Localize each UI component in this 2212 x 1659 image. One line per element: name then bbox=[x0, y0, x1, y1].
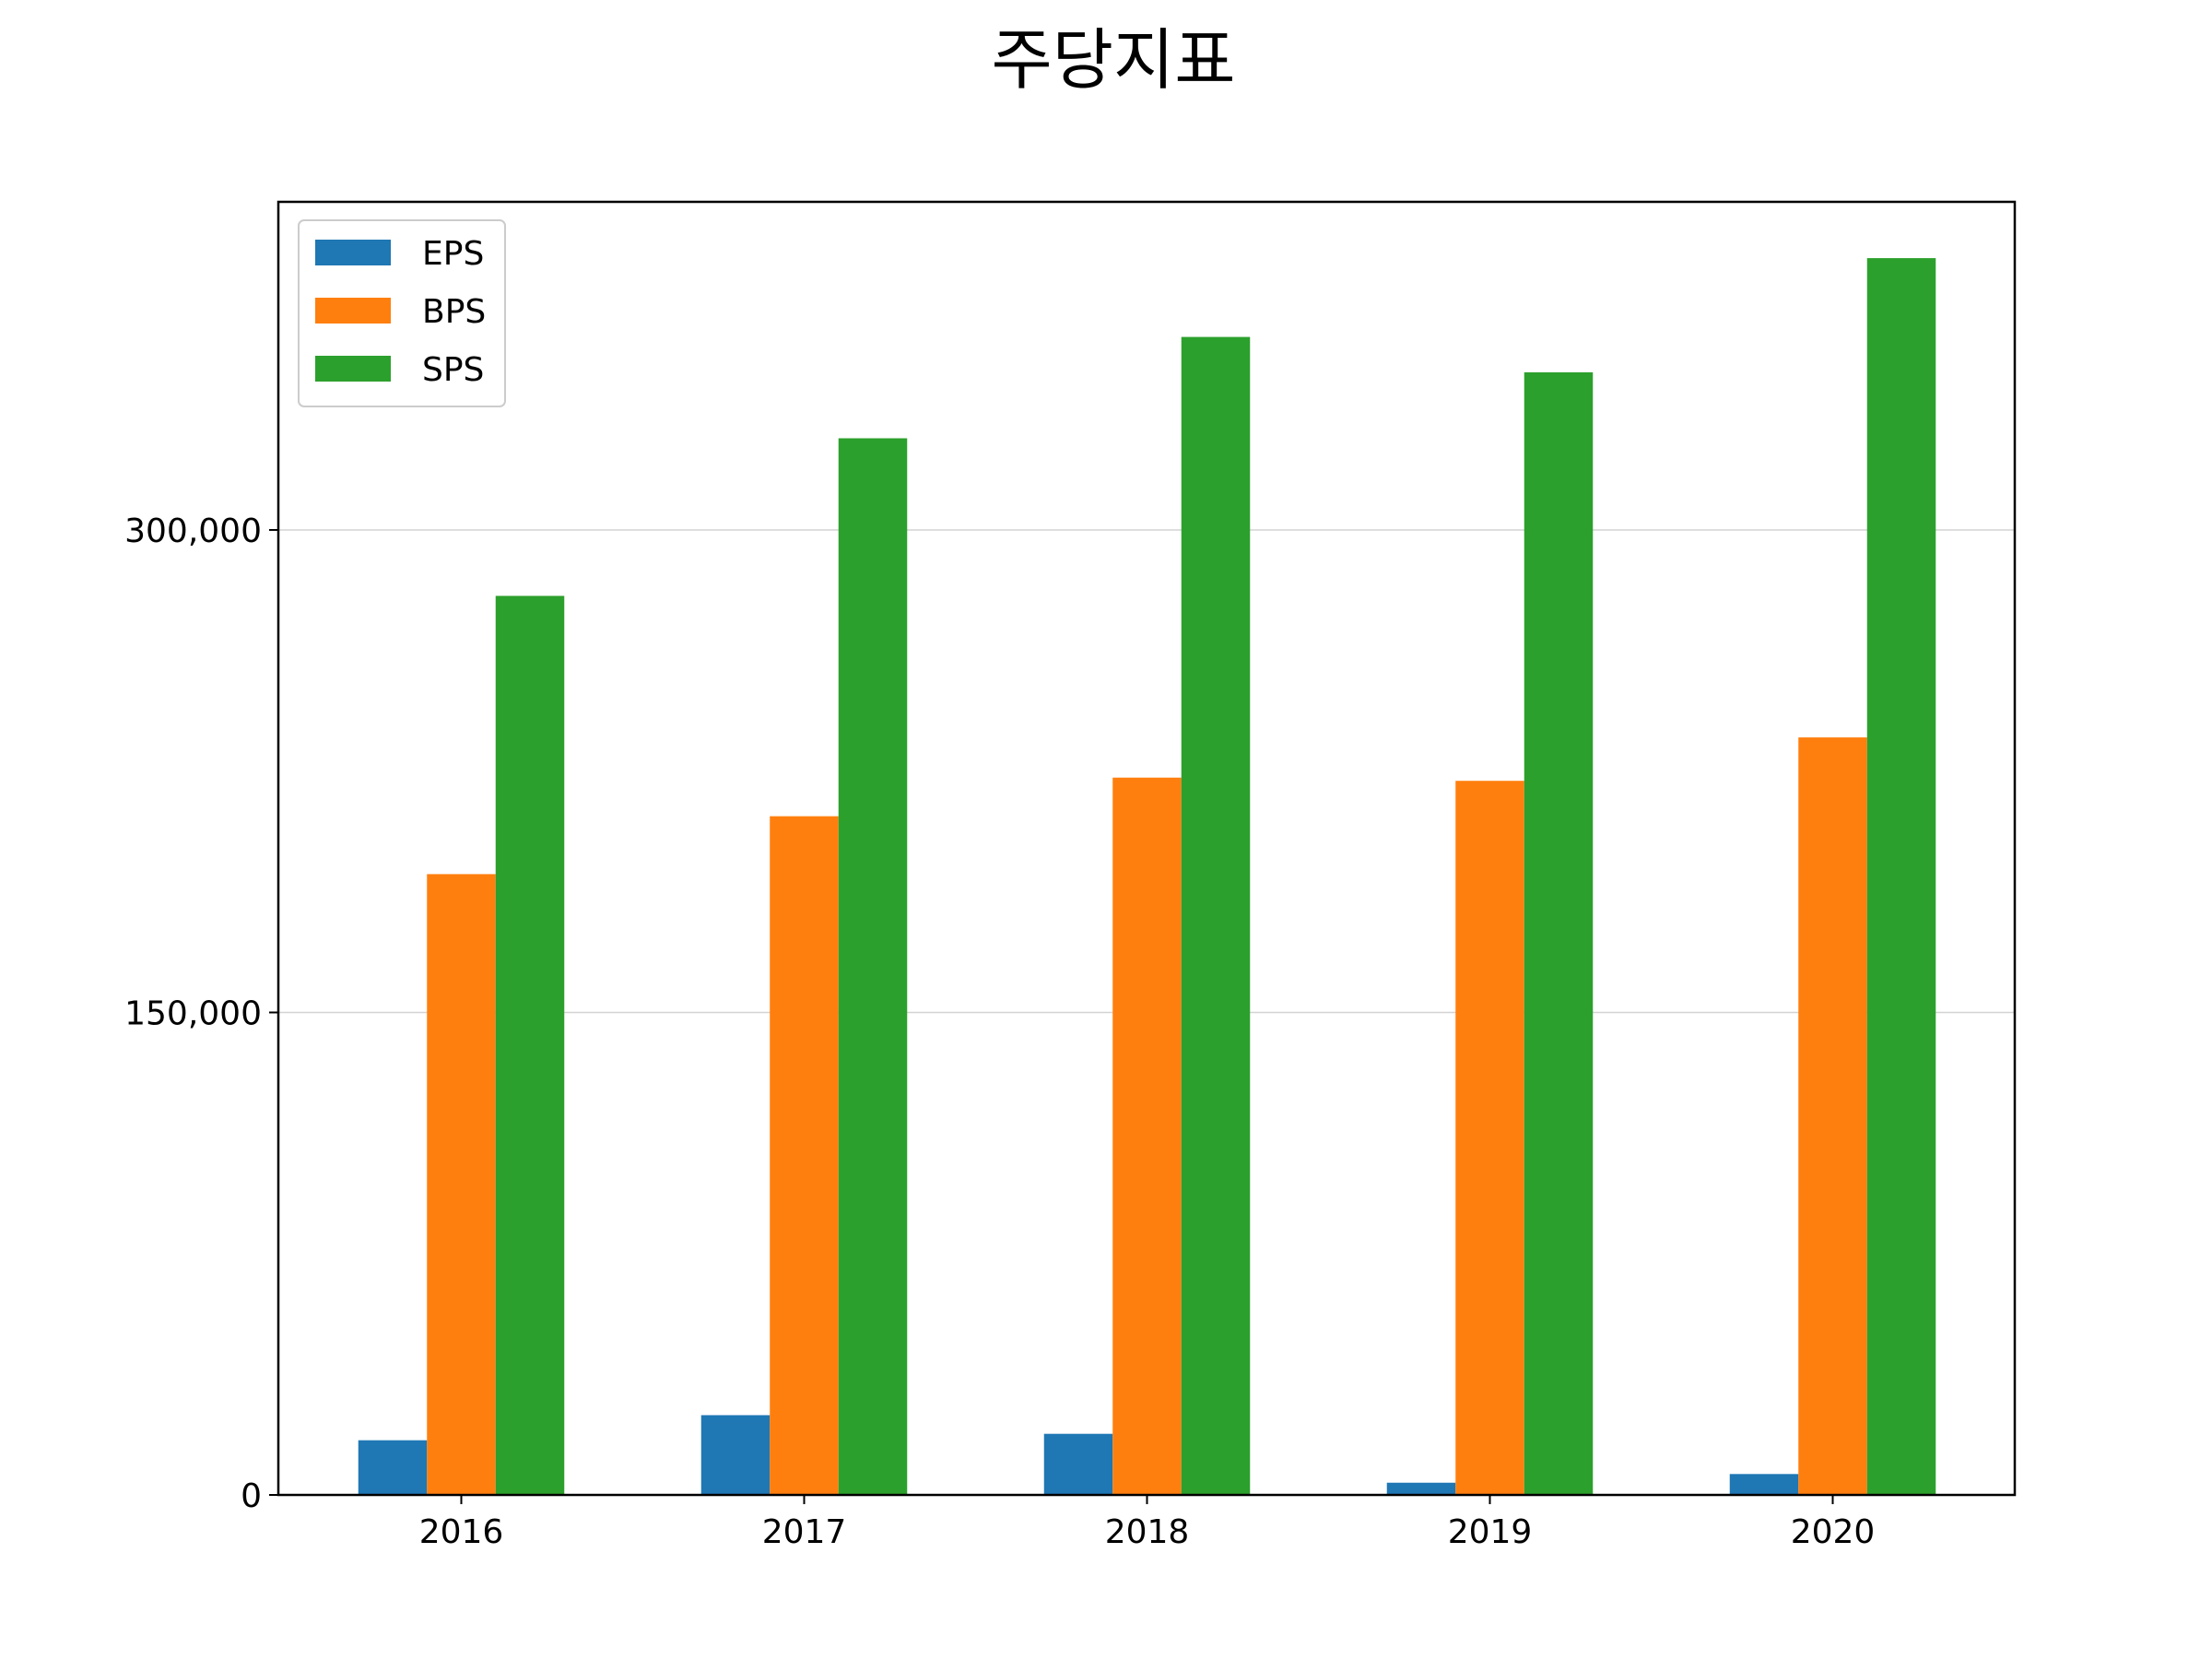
x-tick-label: 2019 bbox=[1448, 1513, 1533, 1551]
x-tick-label: 2018 bbox=[1105, 1513, 1190, 1551]
x-tick-label: 2016 bbox=[419, 1513, 504, 1551]
bar-eps-2017 bbox=[700, 1415, 771, 1495]
bar-sps-2019 bbox=[1524, 371, 1594, 1495]
x-axis: 2016 2017 2018 2019 2020 bbox=[419, 1495, 1876, 1551]
legend-label-sps: SPS bbox=[422, 351, 484, 389]
y-tick-label: 150,000 bbox=[124, 994, 262, 1032]
bar-bps-2018 bbox=[1112, 777, 1182, 1495]
y-tick-label: 300,000 bbox=[124, 512, 262, 550]
bar-eps-2018 bbox=[1043, 1433, 1113, 1495]
legend: EPS BPS SPS bbox=[298, 219, 506, 407]
bar-bps-2019 bbox=[1455, 781, 1524, 1495]
bar-sps-2016 bbox=[495, 595, 565, 1495]
x-tick-label: 2020 bbox=[1791, 1513, 1876, 1551]
bar-sps-2018 bbox=[1181, 336, 1251, 1496]
bar-bps-2016 bbox=[427, 874, 496, 1495]
legend-label-eps: EPS bbox=[422, 235, 484, 273]
bar-sps-2017 bbox=[838, 438, 908, 1495]
legend-label-bps: BPS bbox=[422, 293, 486, 331]
bars-layer bbox=[358, 258, 1936, 1496]
bar-eps-2019 bbox=[1386, 1482, 1456, 1495]
y-tick-label: 0 bbox=[241, 1477, 262, 1515]
legend-swatch-eps bbox=[315, 240, 391, 265]
bar-eps-2020 bbox=[1729, 1474, 1799, 1495]
bar-sps-2020 bbox=[1866, 258, 1936, 1495]
bar-bps-2020 bbox=[1798, 737, 1867, 1495]
legend-swatch-sps bbox=[315, 356, 391, 382]
y-axis: 0 150,000 300,000 bbox=[124, 512, 278, 1515]
chart-title: 주당지표 bbox=[992, 21, 1236, 99]
legend-swatch-bps bbox=[315, 298, 391, 324]
bar-eps-2016 bbox=[358, 1440, 428, 1495]
bar-bps-2017 bbox=[770, 816, 839, 1495]
x-tick-label: 2017 bbox=[762, 1513, 847, 1551]
